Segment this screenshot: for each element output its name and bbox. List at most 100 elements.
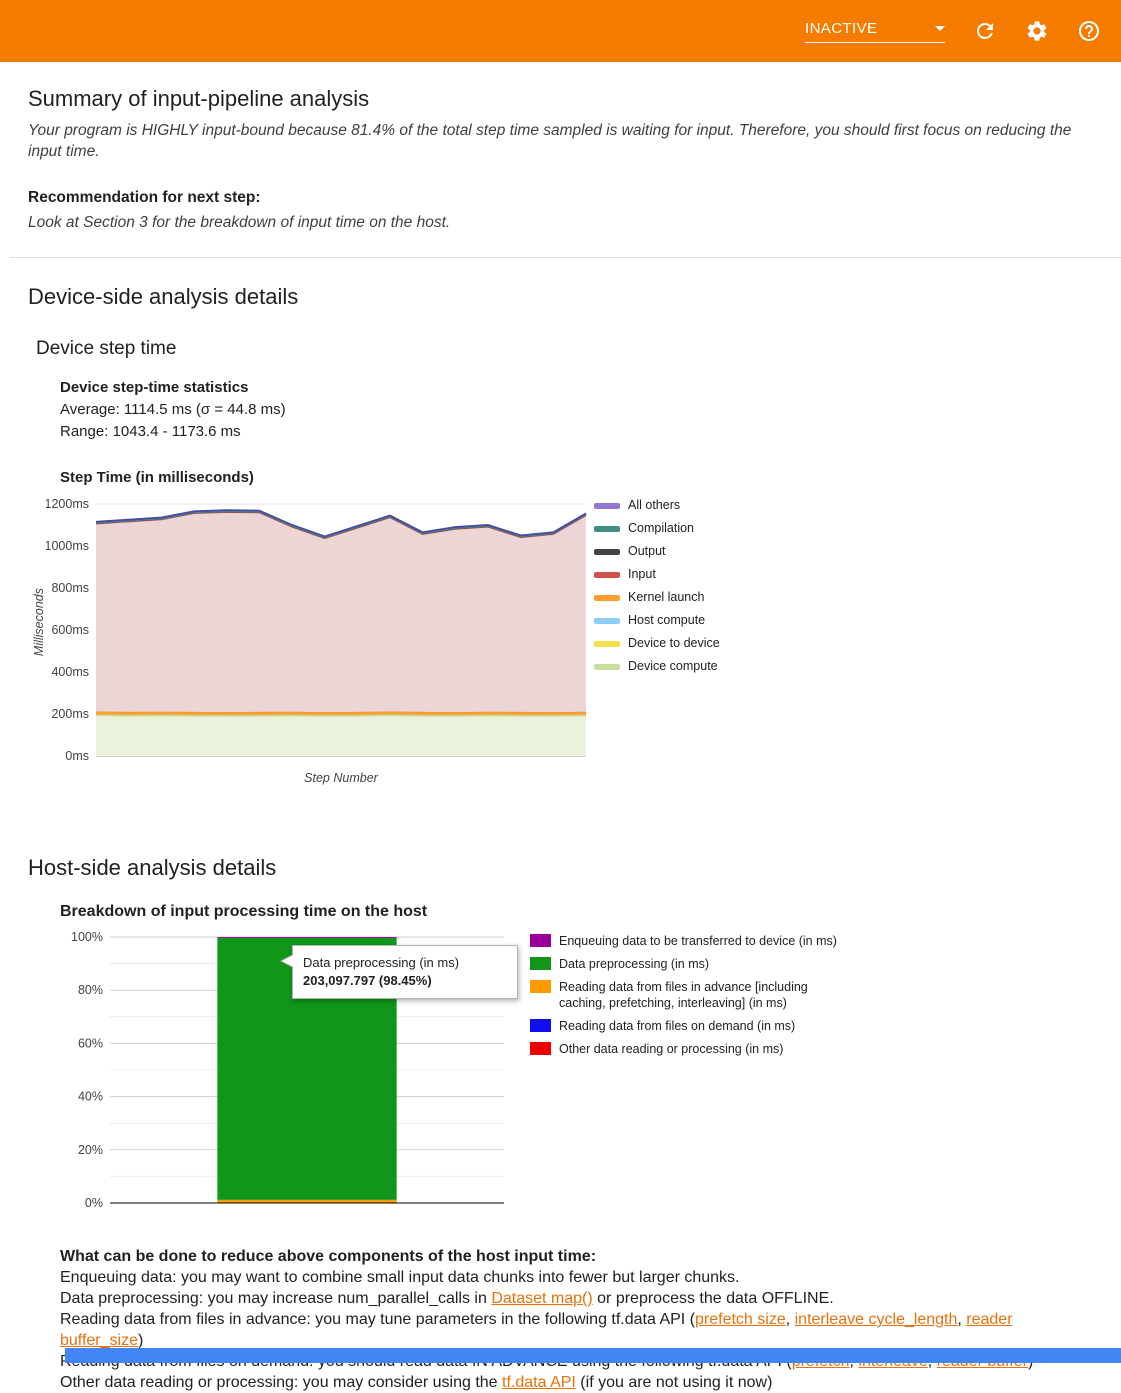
doc-link[interactable]: interleave cycle_length <box>794 1311 958 1328</box>
legend-item: Device to device <box>594 636 720 650</box>
section-divider <box>10 257 1121 258</box>
legend-swatch-icon <box>530 934 551 947</box>
device-step-time-chart: 0ms 200ms 400ms 600ms 800ms 1000ms 1200ms Step … <box>45 492 594 793</box>
legend-item: Reading data from files in advance [incl… <box>530 979 839 1011</box>
legend-swatch-icon <box>594 664 620 670</box>
legend-swatch-icon <box>594 641 620 647</box>
doc-link[interactable]: Dataset map() <box>491 1290 593 1307</box>
capture-status-label: INACTIVE <box>805 19 878 37</box>
host-chart-title: Breakdown of input processing time on th… <box>60 903 428 920</box>
legend-label: Data preprocessing (in ms) <box>559 957 710 971</box>
legend-swatch-icon <box>594 503 620 509</box>
doc-link[interactable]: reader buffer_size <box>60 1311 1013 1349</box>
legend-item: Device compute <box>594 659 720 673</box>
legend-swatch-icon <box>594 618 620 624</box>
legend-item: All others <box>594 498 720 512</box>
gear-icon[interactable] <box>1025 19 1049 43</box>
tooltip-series-label: Data preprocessing (in ms) <box>303 955 460 970</box>
legend-swatch-icon <box>530 1042 551 1055</box>
svg-text:1200ms: 1200ms <box>46 497 89 511</box>
svg-text:100%: 100% <box>71 930 103 944</box>
advice-text: , <box>785 1311 795 1328</box>
host-advice-block: What can be done to reduce above compone… <box>60 1246 1090 1393</box>
legend-swatch-icon <box>594 595 620 601</box>
host-section-title: Host-side analysis details <box>28 855 277 880</box>
recommendation-body-text: Look at Section 3 for the breakdown of i… <box>28 214 451 231</box>
legend-swatch-icon <box>594 549 620 555</box>
stats-average: Average: 1114.5 ms (σ = 44.8 ms) <box>60 401 286 418</box>
stats-range: Range: 1043.4 - 1173.6 ms <box>60 423 241 440</box>
legend-label: Host compute <box>628 613 706 627</box>
legend-item: Data preprocessing (in ms) <box>530 956 839 972</box>
host-breakdown-chart-row: 0% 20% 40% 60% 80% 100% Data preprocessing (i… <box>32 927 1093 1232</box>
advice-text: Other data reading or processing: you ma… <box>60 1374 503 1391</box>
legend-label: Input <box>628 567 656 581</box>
legend-swatch-icon <box>530 957 551 970</box>
refresh-icon[interactable] <box>973 19 997 43</box>
stats-heading: Device step-time statistics <box>60 379 249 396</box>
legend-item: Other data reading or processing (in ms) <box>530 1041 839 1057</box>
svg-text:20%: 20% <box>78 1143 103 1157</box>
recommendation-heading: Recommendation for next step: <box>28 189 261 206</box>
legend-item: Reading data from files on demand (in ms… <box>530 1018 839 1034</box>
legend-item: Kernel launch <box>594 590 720 604</box>
legend-label: Device compute <box>628 659 718 673</box>
legend-swatch-icon <box>530 1019 551 1032</box>
svg-text:600ms: 600ms <box>51 623 89 637</box>
tooltip-value: 203,097.797 (98.45%) <box>303 973 432 988</box>
advice-line: Enqueuing data: you may want to combine … <box>60 1267 1090 1288</box>
device-chart-title: Step Time (in milliseconds) <box>60 469 254 486</box>
advice-lines: Enqueuing data: you may want to combine … <box>60 1267 1090 1393</box>
advice-text: ) <box>137 1332 144 1349</box>
summary-section-title: Summary of input-pipeline analysis <box>28 86 370 111</box>
legend-item: Output <box>594 544 720 558</box>
legend-label: All others <box>628 498 681 512</box>
doc-link[interactable]: tf.data API <box>502 1374 576 1391</box>
legend-label: Reading data from files on demand (in ms… <box>559 1019 796 1033</box>
help-icon[interactable] <box>1077 19 1101 43</box>
legend-label: Device to device <box>628 636 720 650</box>
device-chart-y-axis-label: Milliseconds <box>32 588 46 657</box>
advice-heading: What can be done to reduce above compone… <box>60 1248 597 1265</box>
legend-item: Enqueuing data to be transferred to devi… <box>530 933 839 949</box>
advice-text: Enqueuing data: you may want to combine … <box>60 1269 740 1286</box>
svg-text:400ms: 400ms <box>51 665 89 679</box>
legend-swatch-icon <box>530 980 551 993</box>
advice-text: Data preprocessing: you may increase num… <box>60 1290 492 1307</box>
legend-label: Reading data from files in advance [incl… <box>559 980 808 1010</box>
advice-text: (if you are not using it now) <box>575 1374 773 1391</box>
legend-label: Enqueuing data to be transferred to devi… <box>559 934 837 948</box>
svg-text:80%: 80% <box>78 983 103 997</box>
legend-label: Output <box>628 544 666 558</box>
svg-text:200ms: 200ms <box>51 707 89 721</box>
host-breakdown-chart: 0% 20% 40% 60% 80% 100% Data preprocessing (i… <box>64 927 518 1232</box>
advice-text: or preprocess the data OFFLINE. <box>592 1290 834 1307</box>
host-chart-legend: Enqueuing data to be transferred to devi… <box>530 933 839 1064</box>
summary-body-text: Your program is HIGHLY input-bound becau… <box>28 122 1072 160</box>
legend-label: Kernel launch <box>628 590 705 604</box>
device-step-time-stats: Device step-time statistics Average: 111… <box>60 377 1093 443</box>
legend-item: Host compute <box>594 613 720 627</box>
advice-line: Reading data from files in advance: you … <box>60 1309 1090 1351</box>
device-chart-legend: All others Compilation Output Input Kernel l… <box>594 498 720 682</box>
chevron-down-icon <box>935 25 945 31</box>
advice-line: Other data reading or processing: you ma… <box>60 1372 1090 1393</box>
svg-text:60%: 60% <box>78 1036 103 1050</box>
legend-swatch-icon <box>594 526 620 532</box>
top-app-bar: INACTIVE <box>0 0 1121 62</box>
chart-tooltip: Data preprocessing (in ms) 203,097.797 (… <box>280 945 518 999</box>
svg-text:1000ms: 1000ms <box>46 539 89 553</box>
legend-item: Compilation <box>594 521 720 535</box>
capture-status-dropdown[interactable]: INACTIVE <box>805 20 945 43</box>
advice-text: , <box>957 1311 967 1328</box>
horizontal-scrollbar-thumb[interactable] <box>65 1348 1121 1363</box>
device-step-time-subtitle: Device step time <box>36 338 177 359</box>
doc-link[interactable]: prefetch size <box>695 1311 786 1328</box>
device-step-time-svg: 0ms 200ms 400ms 600ms 800ms 1000ms 1200ms Step … <box>45 497 587 785</box>
advice-line: Data preprocessing: you may increase num… <box>60 1288 1090 1309</box>
legend-swatch-icon <box>594 572 620 578</box>
advice-text: Reading data from files in advance: you … <box>60 1311 696 1328</box>
device-step-time-chart-row: Milliseconds 0ms 200ms 400ms 600ms 800ms 1000… <box>32 492 1093 793</box>
device-section-title: Device-side analysis details <box>28 284 299 309</box>
legend-label: Other data reading or processing (in ms) <box>559 1042 784 1056</box>
